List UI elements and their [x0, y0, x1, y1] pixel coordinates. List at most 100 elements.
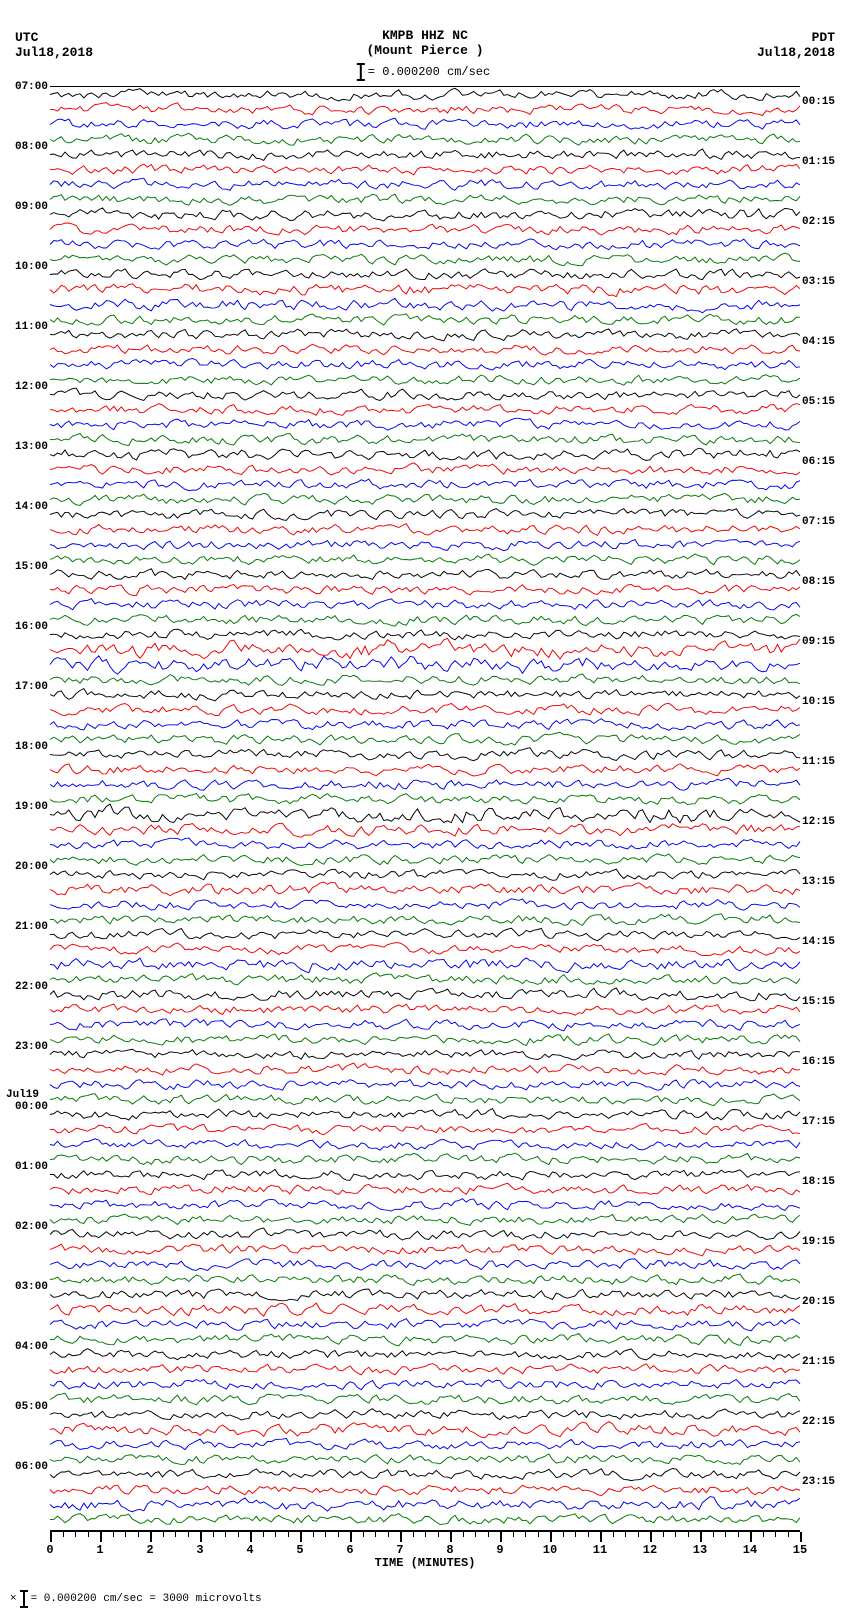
trace-row: 06:15: [50, 462, 800, 477]
right-time-label: 03:15: [802, 276, 844, 288]
x-tick-major: [150, 1532, 152, 1542]
x-tick-minor: [325, 1532, 326, 1537]
trace-row: [50, 297, 800, 312]
x-tick-label: 3: [196, 1543, 203, 1557]
trace-row: 08:00: [50, 147, 800, 162]
trace-row: 12:00: [50, 387, 800, 402]
x-tick-label: 1: [96, 1543, 103, 1557]
trace-row: 05:15: [50, 402, 800, 417]
right-time-label: 17:15: [802, 1116, 844, 1128]
left-time-label: 10:00: [6, 261, 48, 273]
x-tick-minor: [163, 1532, 164, 1537]
trace-row: 16:00: [50, 627, 800, 642]
x-tick-label: 5: [296, 1543, 303, 1557]
right-time-label: 23:15: [802, 1476, 844, 1488]
trace-row: [50, 972, 800, 987]
trace-row: 08:15: [50, 582, 800, 597]
trace-row: 23:00: [50, 1047, 800, 1062]
trace-row: 01:00: [50, 1167, 800, 1182]
scale-indicator: = 0.000200 cm/sec: [360, 64, 490, 80]
trace-row: 00:15: [50, 102, 800, 117]
x-tick-minor: [763, 1532, 764, 1537]
left-time-label: 11:00: [6, 321, 48, 333]
x-tick-major: [300, 1532, 302, 1542]
trace-row: 16:15: [50, 1062, 800, 1077]
x-tick-minor: [513, 1532, 514, 1537]
x-tick-label: 9: [496, 1543, 503, 1557]
x-tick-minor: [688, 1532, 689, 1537]
left-time-label: 15:00: [6, 561, 48, 573]
left-time-label: 18:00: [6, 741, 48, 753]
x-tick-minor: [488, 1532, 489, 1537]
x-tick-label: 4: [246, 1543, 253, 1557]
trace-row: [50, 912, 800, 927]
x-tick-minor: [575, 1532, 576, 1537]
trace-row: 07:15: [50, 522, 800, 537]
right-time-label: 02:15: [802, 216, 844, 228]
x-tick-minor: [713, 1532, 714, 1537]
left-time-label: 12:00: [6, 381, 48, 393]
trace-row: 05:00: [50, 1407, 800, 1422]
x-tick-minor: [788, 1532, 789, 1537]
left-time-label: 23:00: [6, 1041, 48, 1053]
trace-row: 04:15: [50, 342, 800, 357]
trace-row: [50, 372, 800, 387]
trace-row: 15:00: [50, 567, 800, 582]
left-time-label: 14:00: [6, 501, 48, 513]
left-time-label: 13:00: [6, 441, 48, 453]
x-tick-major: [550, 1532, 552, 1542]
trace-row: [50, 1212, 800, 1227]
trace-row: [50, 792, 800, 807]
left-time-label: 08:00: [6, 141, 48, 153]
trace-row: 11:15: [50, 762, 800, 777]
x-tick-minor: [275, 1532, 276, 1537]
trace-row: [50, 612, 800, 627]
trace-row: [50, 717, 800, 732]
x-ticks: 0123456789101112131415: [50, 1530, 800, 1544]
trace-row: [50, 1377, 800, 1392]
x-tick-minor: [413, 1532, 414, 1537]
trace-row: [50, 1017, 800, 1032]
right-tz: PDT: [757, 30, 835, 45]
trace-row: 19:00: [50, 807, 800, 822]
x-tick-minor: [225, 1532, 226, 1537]
x-tick-major: [600, 1532, 602, 1542]
x-tick-minor: [663, 1532, 664, 1537]
right-time-label: 07:15: [802, 516, 844, 528]
trace-row: 20:00: [50, 867, 800, 882]
x-tick-label: 14: [743, 1543, 757, 1557]
x-tick-minor: [725, 1532, 726, 1537]
trace-row: 15:15: [50, 1002, 800, 1017]
left-time-label: 04:00: [6, 1341, 48, 1353]
trace-row: [50, 177, 800, 192]
trace-row: 06:00: [50, 1467, 800, 1482]
x-tick-label: 2: [146, 1543, 153, 1557]
x-tick-minor: [125, 1532, 126, 1537]
x-tick-label: 6: [346, 1543, 353, 1557]
x-tick-minor: [563, 1532, 564, 1537]
x-tick-major: [250, 1532, 252, 1542]
trace-row: [50, 897, 800, 912]
trace-row: 22:00: [50, 987, 800, 1002]
trace-row: [50, 732, 800, 747]
trace-row: 14:15: [50, 942, 800, 957]
trace-row: [50, 1137, 800, 1152]
trace-row: 09:15: [50, 642, 800, 657]
trace-row: 14:00: [50, 507, 800, 522]
trace-row: [50, 132, 800, 147]
left-time-label: 09:00: [6, 201, 48, 213]
x-tick-minor: [475, 1532, 476, 1537]
left-time-label: 01:00: [6, 1161, 48, 1173]
trace-row: [50, 252, 800, 267]
x-tick-minor: [288, 1532, 289, 1537]
trace-row: [50, 237, 800, 252]
x-tick-minor: [63, 1532, 64, 1537]
x-tick-label: 12: [643, 1543, 657, 1557]
right-time-label: 15:15: [802, 996, 844, 1008]
trace-row: [50, 957, 800, 972]
left-time-label: 17:00: [6, 681, 48, 693]
trace-row: [50, 597, 800, 612]
right-time-label: 18:15: [802, 1176, 844, 1188]
x-tick-label: 0: [46, 1543, 53, 1557]
scale-text: = 0.000200 cm/sec: [368, 65, 490, 79]
